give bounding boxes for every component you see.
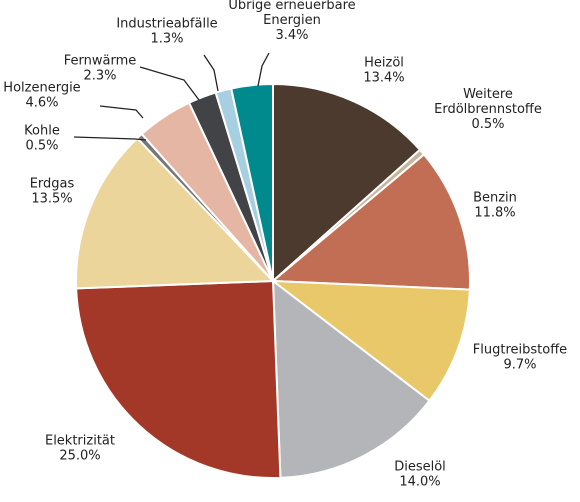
leader-lines	[73, 52, 270, 141]
slice-label-heizoel: Heizöl 13.4%	[363, 56, 404, 86]
slice-label-dieseloel: Dieselöl 14.0%	[394, 460, 446, 490]
leader-line-industrieabfaelle	[203, 54, 219, 92]
slice-label-flugtreibstoffe: Flugtreibstoffe 9.7%	[473, 343, 567, 373]
leader-line-uebrige-erneuerbare-energien	[257, 52, 270, 87]
slice-label-fernwaerme: Fernwärme 2.3%	[64, 54, 137, 84]
pie-slice-heizoel	[272, 83, 421, 282]
pie-slice-benzin	[272, 153, 471, 291]
slice-label-uebrige-erneuerbare-energien: Übrige erneuerbare Energien 3.4%	[228, 0, 355, 43]
slice-label-erdgas: Erdgas 13.5%	[30, 177, 75, 207]
pie-slice-uebrige-erneuerbare-energien	[230, 83, 274, 282]
leader-line-holzenergie	[99, 105, 144, 119]
pie-slice-elektrizitaet	[75, 280, 282, 479]
slice-label-benzin: Benzin 11.8%	[473, 191, 517, 221]
pie-slice-erdgas	[75, 137, 274, 290]
slice-labels: Heizöl 13.4% Weitere Erdölbrennstoffe 0.5% Be…	[3, 0, 567, 490]
leader-line-fernwaerme	[139, 66, 200, 101]
pie-slices	[75, 83, 471, 479]
slice-label-elektrizitaet: Elektrizität 25.0%	[45, 434, 115, 464]
slice-label-holzenergie: Holzenergie 4.6%	[3, 81, 80, 111]
leader-line-kohle	[73, 136, 147, 141]
pie-slice-dieseloel	[272, 280, 431, 479]
slice-label-kohle: Kohle 0.5%	[24, 124, 60, 154]
slice-label-industrieabfaelle: Industrieabfälle 1.3%	[116, 17, 217, 47]
slice-label-weitere-erdoelbrennstoffe: Weitere Erdölbrennstoffe 0.5%	[434, 87, 542, 132]
pie-slice-flugtreibstoffe	[272, 280, 471, 402]
